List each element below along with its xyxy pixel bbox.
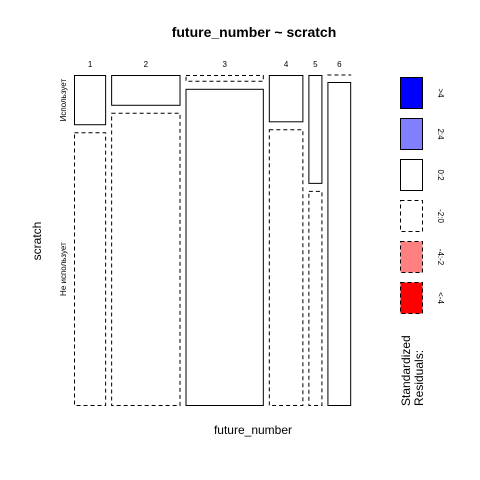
column-labels: 1 2 3 4 5 6	[88, 60, 342, 69]
tile-3-2	[185, 88, 264, 407]
legend-box-5	[400, 241, 423, 273]
tile-6-2	[327, 82, 352, 406]
column-label-5: 5	[313, 60, 318, 69]
mosaic-tiles	[74, 74, 352, 407]
column-label-1: 1	[88, 60, 93, 69]
tile-5-1	[308, 75, 323, 184]
legend: >4 2:4 0:2 -2:0 -4:-2 <-4 StandardizedResidua…	[399, 77, 445, 406]
column-label-4: 4	[284, 60, 289, 69]
legend-label-3: 0:2	[436, 169, 445, 181]
legend-box-2	[400, 118, 423, 150]
column-label-2: 2	[144, 60, 149, 69]
legend-label-5: -4:-2	[436, 249, 445, 266]
legend-label-4: -2:0	[436, 209, 445, 223]
row-label-1: Использует	[59, 79, 68, 122]
x-axis-title: future_number	[214, 423, 292, 437]
legend-box-3	[400, 159, 423, 191]
legend-box-4	[400, 200, 423, 232]
chart-title: future_number ~ scratch	[172, 24, 337, 40]
tile-4-2	[268, 129, 304, 407]
legend-title: StandardizedResiduals:	[399, 335, 426, 406]
column-label-6: 6	[337, 60, 342, 69]
column-label-3: 3	[222, 60, 227, 69]
legend-label-1: >4	[436, 88, 445, 98]
row-labels: Использует Не использует	[59, 79, 68, 296]
tile-2-1	[111, 75, 181, 106]
legend-label-2: 2:4	[436, 128, 445, 140]
tile-5-2	[308, 190, 323, 406]
legend-box-1	[400, 77, 423, 109]
legend-box-6	[400, 282, 423, 314]
tile-3-1	[185, 75, 264, 82]
legend-label-6: <-4	[436, 292, 445, 304]
tile-1-1	[74, 75, 107, 126]
y-axis-title: scratch	[30, 222, 44, 261]
tile-4-1	[268, 75, 304, 123]
row-label-2: Не использует	[59, 242, 68, 296]
tile-2-2	[111, 112, 181, 406]
tile-1-2	[74, 132, 107, 406]
